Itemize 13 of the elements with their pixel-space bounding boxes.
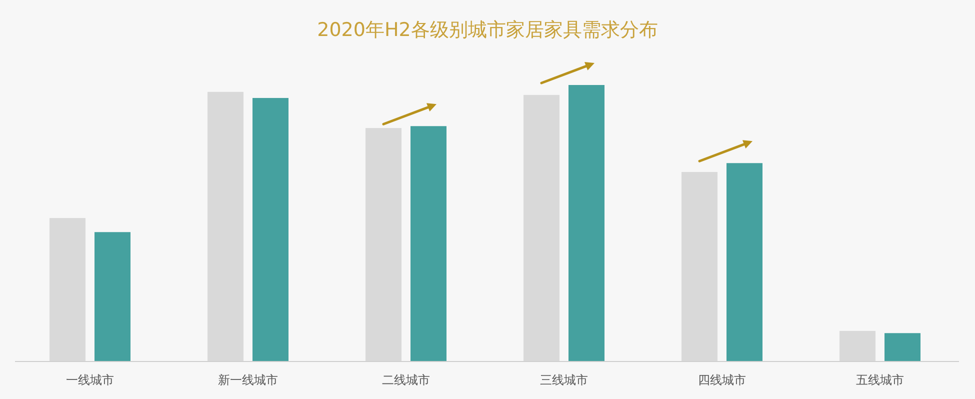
chart-title: 2020年H2各级别城市家居家具需求分布 (317, 19, 658, 41)
x-tick-label: 一线城市 (66, 373, 114, 387)
x-tick-label: 新一线城市 (218, 373, 278, 387)
bar (726, 163, 762, 361)
x-tick-label: 五线城市 (856, 373, 904, 387)
bar (410, 126, 446, 361)
bar (252, 98, 288, 361)
bar (568, 85, 604, 361)
x-tick-label: 二线城市 (382, 373, 430, 387)
x-tick-label: 三线城市 (540, 373, 588, 387)
bar (884, 333, 920, 361)
x-tick-label: 四线城市 (698, 373, 746, 387)
bar (94, 232, 130, 361)
